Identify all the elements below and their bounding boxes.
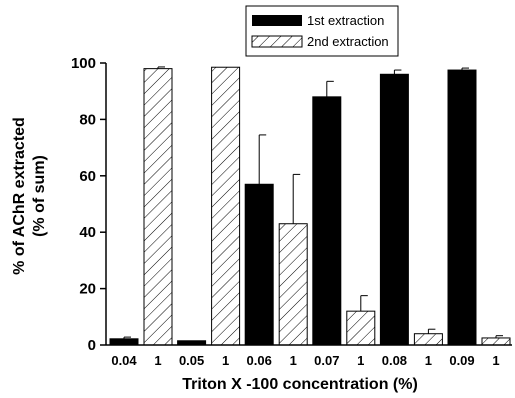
bar-2nd-extraction — [413, 333, 443, 346]
x-tick-label: 1 — [290, 353, 297, 368]
bar-1st-extraction — [312, 96, 342, 346]
x-tick-label: 1 — [222, 353, 229, 368]
bar-2nd-extraction — [278, 223, 308, 346]
x-tick-label: 1 — [425, 353, 432, 368]
bar-1st-extraction — [244, 183, 274, 346]
x-axis-title: Triton X -100 concentration (%) — [182, 376, 418, 393]
y-tick-label: 60 — [79, 168, 96, 185]
x-tick-label: 0.07 — [314, 353, 339, 368]
y-tick-label: 0 — [88, 337, 96, 354]
bar-2nd-extraction — [211, 66, 241, 346]
x-tick-label: 0.05 — [179, 353, 204, 368]
y-tick-label: 20 — [79, 281, 96, 298]
legend-swatch-1st — [252, 15, 302, 26]
bar-2nd-extraction — [481, 337, 511, 346]
y-axis-title-line2: (% of sum) — [31, 155, 48, 237]
bar-2nd-extraction — [346, 310, 376, 346]
legend-label-2nd: 2nd extraction — [307, 34, 389, 49]
legend-box — [245, 5, 399, 57]
x-tick-label: 0.06 — [247, 353, 272, 368]
x-tick-label: 0.08 — [382, 353, 407, 368]
y-ticks: 0 20 40 60 80 100 — [71, 55, 106, 354]
legend-label-1st: 1st extraction — [307, 13, 384, 28]
bars-layer — [109, 66, 511, 346]
bar-1st-extraction — [109, 338, 139, 346]
x-tick-label: 0.04 — [111, 353, 137, 368]
x-tick-label: 1 — [357, 353, 364, 368]
bar-2nd-extraction — [143, 68, 173, 346]
x-tick-labels: 0.04 1 0.05 1 0.06 1 0.07 1 0.08 1 0.09 1 — [111, 353, 499, 368]
x-tick-label: 1 — [492, 353, 499, 368]
legend: 1st extraction 2nd extraction — [245, 5, 399, 57]
bar-1st-extraction — [379, 73, 409, 346]
error-bars-layer — [123, 66, 503, 339]
legend-swatch-2nd — [251, 35, 303, 48]
y-axis-title: % of AChR extracted (% of sum) — [11, 117, 48, 275]
x-tick-label: 1 — [154, 353, 161, 368]
y-tick-label: 40 — [79, 224, 96, 241]
y-axis-title-line1: % of AChR extracted — [11, 117, 28, 275]
bar-1st-extraction — [447, 69, 477, 346]
y-tick-label: 100 — [71, 55, 96, 72]
y-tick-label: 80 — [79, 111, 96, 128]
x-tick-label: 0.09 — [449, 353, 474, 368]
